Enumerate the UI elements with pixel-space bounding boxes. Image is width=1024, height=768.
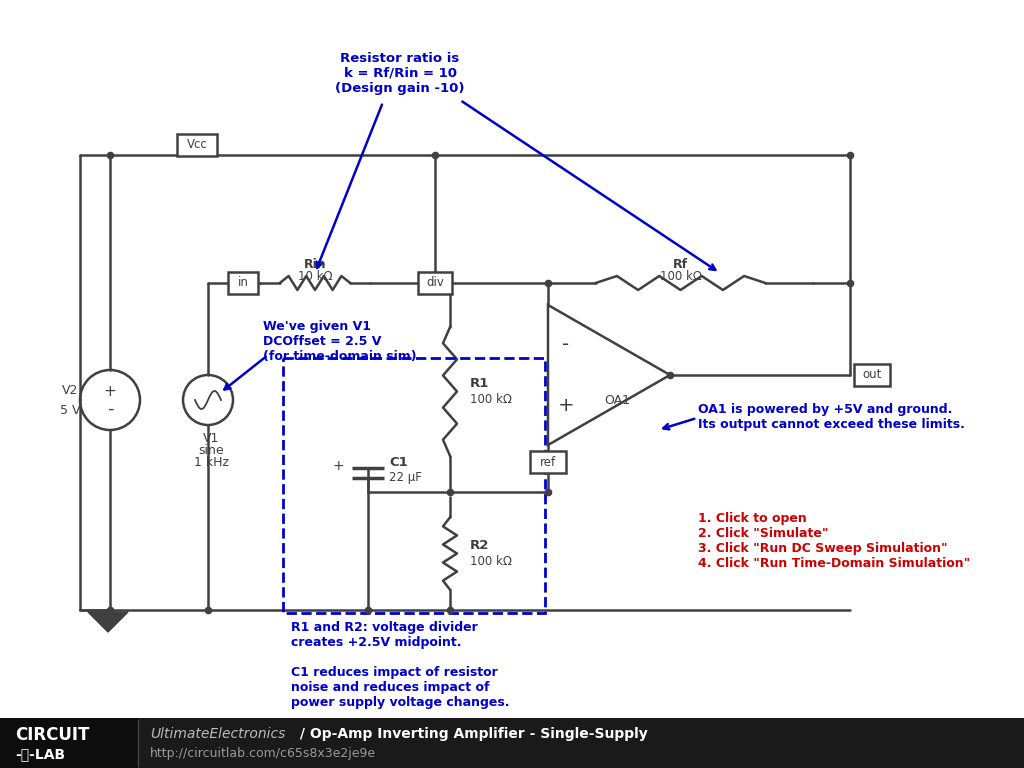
Polygon shape: [548, 305, 670, 445]
Text: -: -: [106, 400, 114, 418]
FancyBboxPatch shape: [418, 272, 452, 294]
Text: Rin: Rin: [304, 259, 327, 272]
Text: Vcc: Vcc: [186, 138, 208, 151]
Text: OA1: OA1: [604, 393, 630, 406]
Text: ref: ref: [540, 455, 556, 468]
FancyBboxPatch shape: [854, 364, 890, 386]
Text: in: in: [238, 276, 249, 290]
Text: 5 V: 5 V: [59, 403, 80, 416]
Text: sine: sine: [199, 443, 224, 456]
Text: / Op-Amp Inverting Amplifier - Single-Supply: / Op-Amp Inverting Amplifier - Single-Su…: [295, 727, 648, 741]
Text: R2: R2: [470, 539, 489, 552]
FancyBboxPatch shape: [177, 134, 217, 156]
FancyBboxPatch shape: [530, 451, 566, 473]
Text: Resistor ratio is
k = Rf/Rin = 10
(Design gain -10): Resistor ratio is k = Rf/Rin = 10 (Desig…: [335, 52, 465, 95]
Bar: [0, 718, 1024, 768]
Text: UltimateElectronics: UltimateElectronics: [150, 727, 286, 741]
Text: +: +: [558, 396, 574, 415]
Text: Rf: Rf: [673, 259, 688, 272]
Text: -⧁-LAB: -⧁-LAB: [15, 747, 66, 761]
Text: OA1 is powered by +5V and ground.
Its output cannot exceed these limits.: OA1 is powered by +5V and ground. Its ou…: [698, 403, 965, 431]
Text: +: +: [333, 459, 344, 473]
Text: 22 μF: 22 μF: [389, 472, 422, 485]
Text: div: div: [426, 276, 444, 290]
Text: R1 and R2: voltage divider
creates +2.5V midpoint.

C1 reduces impact of resisto: R1 and R2: voltage divider creates +2.5V…: [291, 621, 510, 709]
Text: 100 kΩ: 100 kΩ: [470, 555, 512, 568]
Text: C1: C1: [389, 456, 408, 469]
Bar: [0, 718, 138, 768]
FancyBboxPatch shape: [228, 272, 258, 294]
Text: 1 kHz: 1 kHz: [194, 455, 228, 468]
Text: V2: V2: [61, 383, 78, 396]
Text: out: out: [862, 369, 882, 382]
Text: +: +: [103, 383, 117, 399]
Text: http://circuitlab.com/c65s8x3e2je9e: http://circuitlab.com/c65s8x3e2je9e: [150, 746, 376, 760]
Text: R1: R1: [470, 377, 489, 390]
Text: 100 kΩ: 100 kΩ: [659, 270, 701, 283]
Text: We've given V1
DCOffset = 2.5 V
(for time-domain sim): We've given V1 DCOffset = 2.5 V (for tim…: [263, 320, 417, 363]
Text: V1: V1: [203, 432, 219, 445]
Bar: [283, 358, 545, 613]
Text: 1. Click to open
2. Click "Simulate"
3. Click "Run DC Sweep Simulation"
4. Click: 1. Click to open 2. Click "Simulate" 3. …: [698, 512, 971, 570]
Text: -: -: [562, 335, 569, 354]
Text: 10 kΩ: 10 kΩ: [298, 270, 333, 283]
Text: 100 kΩ: 100 kΩ: [470, 393, 512, 406]
Polygon shape: [88, 612, 128, 632]
Text: CIRCUIT: CIRCUIT: [15, 726, 89, 744]
